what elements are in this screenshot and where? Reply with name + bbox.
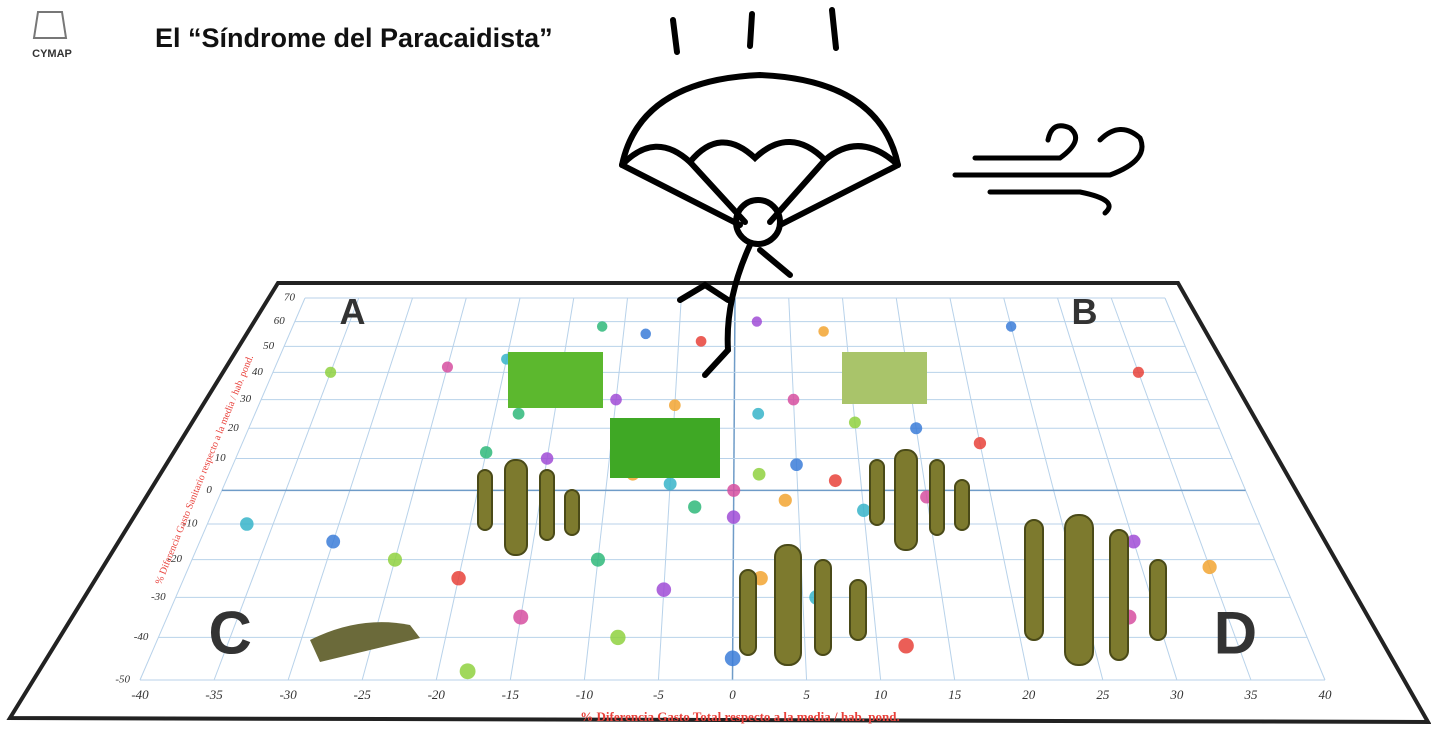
quadrant-label: D bbox=[1214, 599, 1257, 666]
y-tick-label: -50 bbox=[115, 674, 130, 686]
crocodile-image bbox=[310, 622, 420, 662]
y-tick-label: 0 bbox=[206, 484, 212, 496]
scatter-point bbox=[973, 437, 987, 450]
x-tick-label: 40 bbox=[1319, 687, 1333, 702]
y-tick-label: -40 bbox=[134, 631, 149, 643]
scatter-point bbox=[753, 571, 768, 586]
scatter-point bbox=[479, 446, 493, 459]
y-tick-label: 60 bbox=[274, 315, 286, 327]
scatter-point bbox=[459, 663, 476, 680]
grid-line bbox=[1164, 297, 1326, 681]
scatter-point bbox=[818, 326, 829, 337]
y-tick-label: 50 bbox=[263, 340, 275, 352]
scatter-point bbox=[848, 416, 861, 429]
grid-line bbox=[949, 297, 1030, 681]
scatter-point bbox=[513, 609, 529, 625]
y-tick-label: 40 bbox=[252, 366, 264, 378]
scatter-point bbox=[752, 467, 766, 481]
grid-line bbox=[788, 297, 808, 681]
logo: CYMAP bbox=[32, 11, 72, 60]
scatter-point bbox=[240, 517, 254, 531]
scatter-point bbox=[610, 393, 622, 406]
scatter-point bbox=[1132, 366, 1145, 378]
scatter-point bbox=[540, 452, 554, 465]
x-tick-label: 20 bbox=[1022, 687, 1036, 702]
parachutist bbox=[619, 7, 901, 378]
scatter-point bbox=[752, 407, 765, 420]
scatter-point bbox=[790, 458, 803, 472]
scatter-point bbox=[727, 483, 741, 497]
decorations bbox=[310, 7, 1167, 666]
y-tick-label: 30 bbox=[239, 393, 252, 405]
scatter-point bbox=[590, 552, 606, 567]
x-tick-label: 5 bbox=[803, 687, 810, 702]
cactus-images bbox=[477, 449, 1167, 666]
x-tick-label: -35 bbox=[205, 687, 223, 702]
grid-line bbox=[213, 297, 360, 681]
grid-line bbox=[361, 297, 467, 681]
y-tick-label: 10 bbox=[215, 452, 227, 464]
scatter-point bbox=[688, 500, 702, 514]
x-tick-label: 10 bbox=[874, 687, 888, 702]
x-tick-label: -40 bbox=[131, 687, 149, 702]
quadrant-label: A bbox=[340, 291, 366, 332]
x-tick-label: -20 bbox=[428, 687, 446, 702]
scatter-point bbox=[441, 361, 453, 373]
scatter-point bbox=[695, 335, 707, 347]
grass-image bbox=[508, 352, 603, 408]
scatter-point bbox=[669, 399, 681, 412]
y-tick-label: -30 bbox=[151, 591, 166, 603]
scatter-point bbox=[828, 474, 842, 488]
scatter-point bbox=[663, 477, 677, 491]
x-axis-title: % Diferencia Gasto Total respecto a la m… bbox=[580, 709, 899, 724]
scatter-point bbox=[451, 571, 466, 586]
grid-line bbox=[1110, 297, 1252, 681]
scatter-point bbox=[751, 316, 763, 327]
wind-icon bbox=[952, 123, 1145, 216]
grid-line bbox=[287, 297, 413, 681]
scatter-point bbox=[326, 534, 341, 549]
scatter-point bbox=[1005, 321, 1017, 332]
scatter-point bbox=[857, 503, 871, 518]
scatter-point bbox=[325, 366, 337, 378]
y-tick-label: 20 bbox=[228, 422, 240, 434]
x-tick-label: 0 bbox=[729, 687, 736, 702]
scatter-point bbox=[787, 393, 800, 406]
scatter-point bbox=[726, 510, 741, 524]
y-tick-label: 70 bbox=[284, 292, 296, 304]
x-tick-label: -25 bbox=[354, 687, 372, 702]
x-tick-label: 15 bbox=[948, 687, 962, 702]
grass-image bbox=[610, 418, 720, 478]
quadrant-label: B bbox=[1071, 291, 1097, 332]
scatter-point bbox=[910, 422, 923, 435]
slide-title: El “Síndrome del Paracaidista” bbox=[155, 23, 553, 53]
scatter-point bbox=[898, 637, 914, 654]
y-tick-label: -20 bbox=[167, 553, 182, 565]
scatter-point bbox=[724, 650, 741, 667]
scatter-point bbox=[596, 321, 608, 332]
x-tick-label: -30 bbox=[279, 687, 297, 702]
grid-line bbox=[583, 297, 628, 681]
scatter-point bbox=[610, 629, 626, 646]
grid-line bbox=[139, 297, 306, 681]
x-tick-label: 30 bbox=[1169, 687, 1184, 702]
scatter-point bbox=[387, 552, 403, 567]
scatter-point bbox=[640, 328, 651, 340]
x-tick-label: -10 bbox=[576, 687, 594, 702]
scatter-point bbox=[1126, 534, 1141, 549]
x-tick-label: -5 bbox=[653, 687, 664, 702]
x-tick-label: -15 bbox=[502, 687, 520, 702]
scatter-point bbox=[1202, 559, 1217, 575]
scatter-point bbox=[656, 582, 672, 597]
y-tick-label: -10 bbox=[183, 518, 198, 530]
x-tick-label: 25 bbox=[1096, 687, 1110, 702]
logo-text: CYMAP bbox=[32, 48, 72, 60]
scatter-point bbox=[512, 407, 525, 420]
quadrant-label: C bbox=[209, 599, 252, 666]
x-tick-label: 35 bbox=[1243, 687, 1258, 702]
grass-image bbox=[842, 352, 927, 404]
scatter-point bbox=[778, 493, 792, 507]
